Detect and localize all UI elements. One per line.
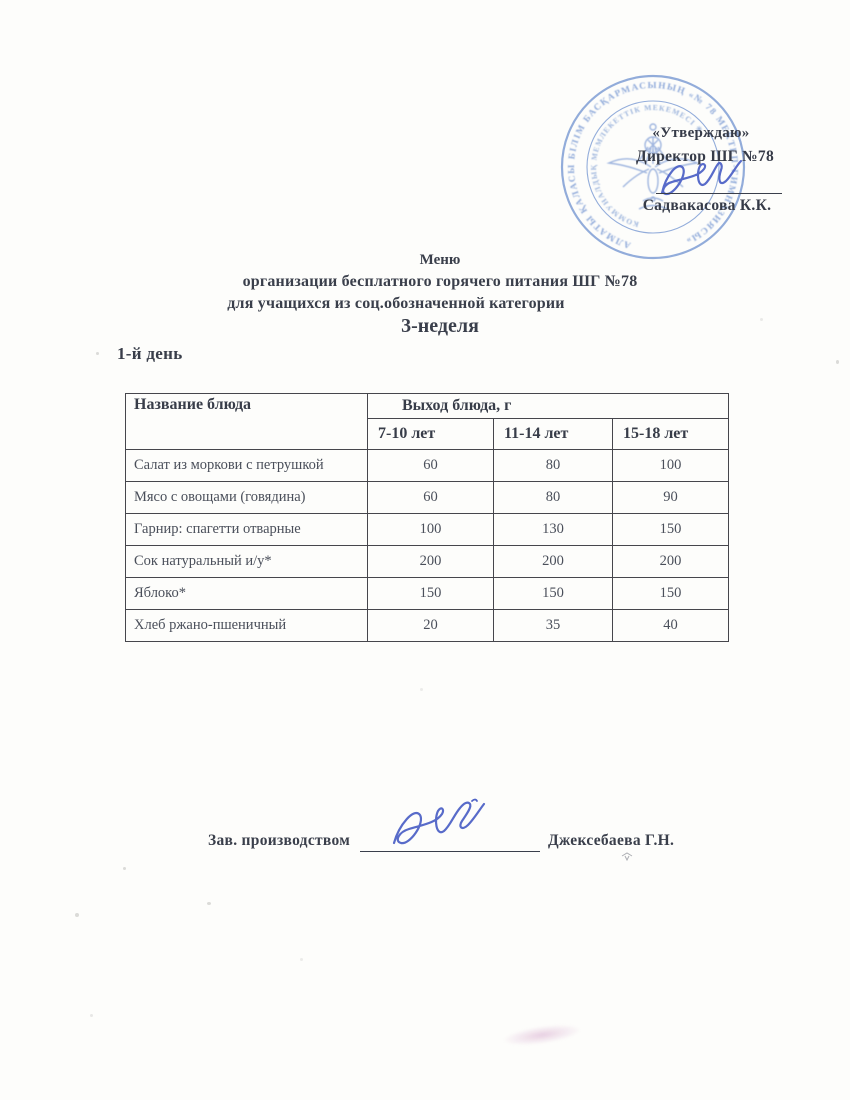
dish-portion: 150: [367, 577, 494, 610]
table-row: Салат из моркови с петрушкой 60 80 100: [125, 449, 729, 482]
column-header-age-7-10: 7-10 лет: [367, 418, 494, 450]
director-signature-line: [656, 176, 782, 194]
column-header-age-11-14: 11-14 лет: [493, 418, 613, 450]
table-row: Яблоко* 150 150 150: [125, 577, 729, 610]
dish-portion: 35: [493, 609, 613, 642]
director-name: Садвакасова К.К.: [642, 197, 772, 214]
title-organization: организации бесплатного горячего питания…: [242, 273, 638, 290]
approval-word: «Утверждаю»: [652, 125, 750, 141]
column-header-output: Выход блюда, г: [367, 393, 729, 419]
scan-speck: [123, 867, 126, 870]
column-header-age-15-18: 15-18 лет: [612, 418, 729, 450]
manager-signature: [392, 798, 486, 845]
dish-name: Яблоко*: [125, 577, 368, 610]
document-title-block: Меню организации бесплатного горячего пи…: [75, 252, 805, 338]
scan-speck: [96, 352, 99, 355]
menu-table: Название блюда Выход блюда, г 7-10 лет 1…: [125, 393, 729, 642]
scan-speck: [207, 902, 211, 905]
dish-portion: 80: [493, 449, 613, 482]
dish-portion: 150: [612, 577, 729, 610]
director-signature: [660, 159, 743, 196]
dish-name: Хлеб ржано-пшеничный: [125, 609, 368, 642]
scan-artifact-mark: [621, 852, 633, 862]
scan-speck: [90, 1014, 93, 1017]
title-week: 3-неделя: [401, 315, 479, 337]
dish-portion: 40: [612, 609, 729, 642]
school-stamp-seal: АЛМАТЫ ҚАЛАСЫ БІЛІМ БАСҚАРМАСЫНЫҢ «№ 78 …: [560, 74, 746, 260]
production-manager-label: Зав. производством: [208, 832, 351, 849]
dish-portion: 150: [612, 513, 729, 546]
table-row: Сок натуральный и/у* 200 200 200: [125, 545, 729, 578]
dish-name: Сок натуральный и/у*: [125, 545, 368, 578]
dish-portion: 100: [367, 513, 494, 546]
table-header-row-1: Название блюда Выход блюда, г: [125, 393, 729, 450]
dish-name: Мясо с овощами (говядина): [125, 481, 368, 514]
dish-portion: 200: [493, 545, 613, 578]
scan-speck: [420, 688, 423, 691]
dish-portion: 130: [493, 513, 613, 546]
column-header-dish-name: Название блюда: [125, 393, 368, 450]
manager-name: Джексебаева Г.Н.: [548, 832, 675, 849]
dish-name: Салат из моркови с петрушкой: [125, 449, 368, 482]
table-row: Хлеб ржано-пшеничный 20 35 40: [125, 609, 729, 642]
dish-portion: 60: [367, 449, 494, 482]
day-label: 1-й день: [117, 344, 183, 363]
title-category: для учащихся из соц.обозначенной категор…: [227, 295, 565, 312]
stamp-emblem: [606, 123, 700, 210]
scan-smudge: [501, 1020, 583, 1050]
dish-portion: 90: [612, 481, 729, 514]
dish-portion: 60: [367, 481, 494, 514]
dish-name: Гарнир: спагетти отварные: [125, 513, 368, 546]
manager-signature-line: [360, 834, 540, 852]
table-row: Мясо с овощами (говядина) 60 80 90: [125, 481, 729, 514]
scan-speck: [760, 318, 763, 321]
dish-portion: 80: [493, 481, 613, 514]
scan-speck: [75, 913, 79, 917]
dish-portion: 100: [612, 449, 729, 482]
table-row: Гарнир: спагетти отварные 100 130 150: [125, 513, 729, 546]
scan-speck: [300, 958, 303, 961]
approval-director-line: Директор ШГ №78: [635, 148, 774, 165]
dish-portion: 20: [367, 609, 494, 642]
dish-portion: 200: [367, 545, 494, 578]
scan-speck: [836, 360, 839, 364]
title-menu: Меню: [419, 252, 461, 268]
dish-portion: 200: [612, 545, 729, 578]
dish-portion: 150: [493, 577, 613, 610]
table-header-row-2: 7-10 лет 11-14 лет 15-18 лет: [126, 418, 729, 450]
